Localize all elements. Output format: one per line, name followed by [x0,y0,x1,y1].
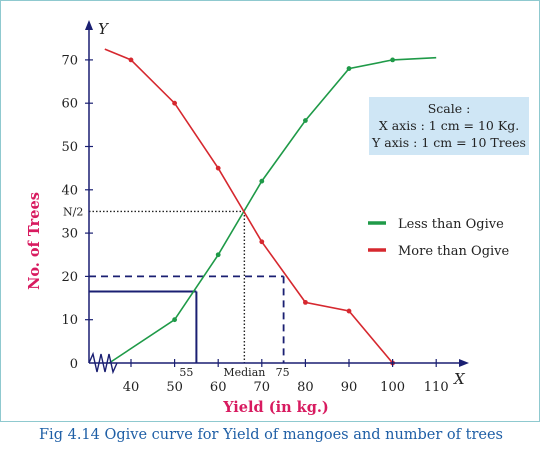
x-axis-arrow [459,359,469,367]
scale-box-bg [369,97,529,155]
x-axis-title: Yield (in kg.) [222,399,329,416]
less-than-ogive-point [390,57,395,63]
series-layer [104,48,437,366]
y-tick-label: 30 [61,227,78,242]
origin-label: 0 [70,357,78,372]
more-than-legend-label: More than Ogive [398,244,510,259]
tick-labels: 10 20 30 40 50 60 70 0 40 50 60 70 80 90 100 110 Y X N/2 55… [61,20,466,395]
x-axis-symbol: X [453,370,466,388]
more-than-ogive-point [172,100,178,106]
q1-label: 55 [179,366,193,379]
scale-x-line: X axis : 1 cm = 10 Kg. [379,118,519,133]
x-tick-label: 40 [123,380,140,395]
figure-frame: 10 20 30 40 50 60 70 0 40 50 60 70 80 90 100 110 Y X N/2 55… [0,0,540,422]
x-tick-label: 50 [166,380,183,395]
x-tick-label: 90 [341,380,358,395]
x-tick-label: 70 [254,380,271,395]
more-than-ogive-point [259,239,265,245]
n-half-label: N/2 [63,205,83,218]
scale-y-line: Y axis : 1 cm = 10 Trees [371,135,526,150]
scale-title: Scale : [428,101,471,116]
more-than-ogive-point [303,299,308,305]
less-than-legend-label: Less than Ogive [398,217,504,232]
y-tick-label: 50 [61,140,78,155]
axis-titles: Yield (in kg.) No. of Trees [26,192,329,416]
y-axis-symbol: Y [98,20,110,38]
y-tick-label: 10 [61,313,78,328]
y-tick-label: 60 [61,97,78,112]
scale-box: Scale : X axis : 1 cm = 10 Kg. Y axis : 1 … [369,97,529,155]
x-tick-label: 110 [424,380,449,395]
x-tick-label: 100 [380,380,405,395]
less-than-ogive-point [215,252,221,258]
more-than-ogive-line [104,48,394,364]
y-tick-label: 40 [61,183,78,198]
x-tick-label: 80 [297,380,314,395]
less-than-ogive-point [172,317,178,323]
less-than-ogive-point [346,66,352,71]
ogive-chart: 10 20 30 40 50 60 70 0 40 50 60 70 80 90 100 110 Y X N/2 55… [26,20,529,416]
more-than-ogive-point [346,308,352,314]
guide-lines [89,210,285,363]
more-than-ogive-point [215,165,221,171]
y-axis-arrow [85,20,93,30]
y-axis-title: No. of Trees [26,192,43,290]
axis-break-zigzag [88,351,118,375]
less-than-ogive-line [108,56,437,364]
legend: Less than Ogive More than Ogive [368,217,510,259]
more-than-ogive-point [128,57,134,63]
median-label: Median [223,366,265,379]
less-than-ogive-point [303,118,308,123]
x-tick-label: 60 [210,380,227,395]
figure-caption: Fig 4.14 Ogive curve for Yield of mangoe… [39,427,503,443]
y-tick-label: 20 [61,270,78,285]
less-than-ogive-point [259,178,265,184]
q3-label: 75 [276,366,290,379]
axes [85,20,469,375]
y-tick-label: 70 [61,53,78,68]
